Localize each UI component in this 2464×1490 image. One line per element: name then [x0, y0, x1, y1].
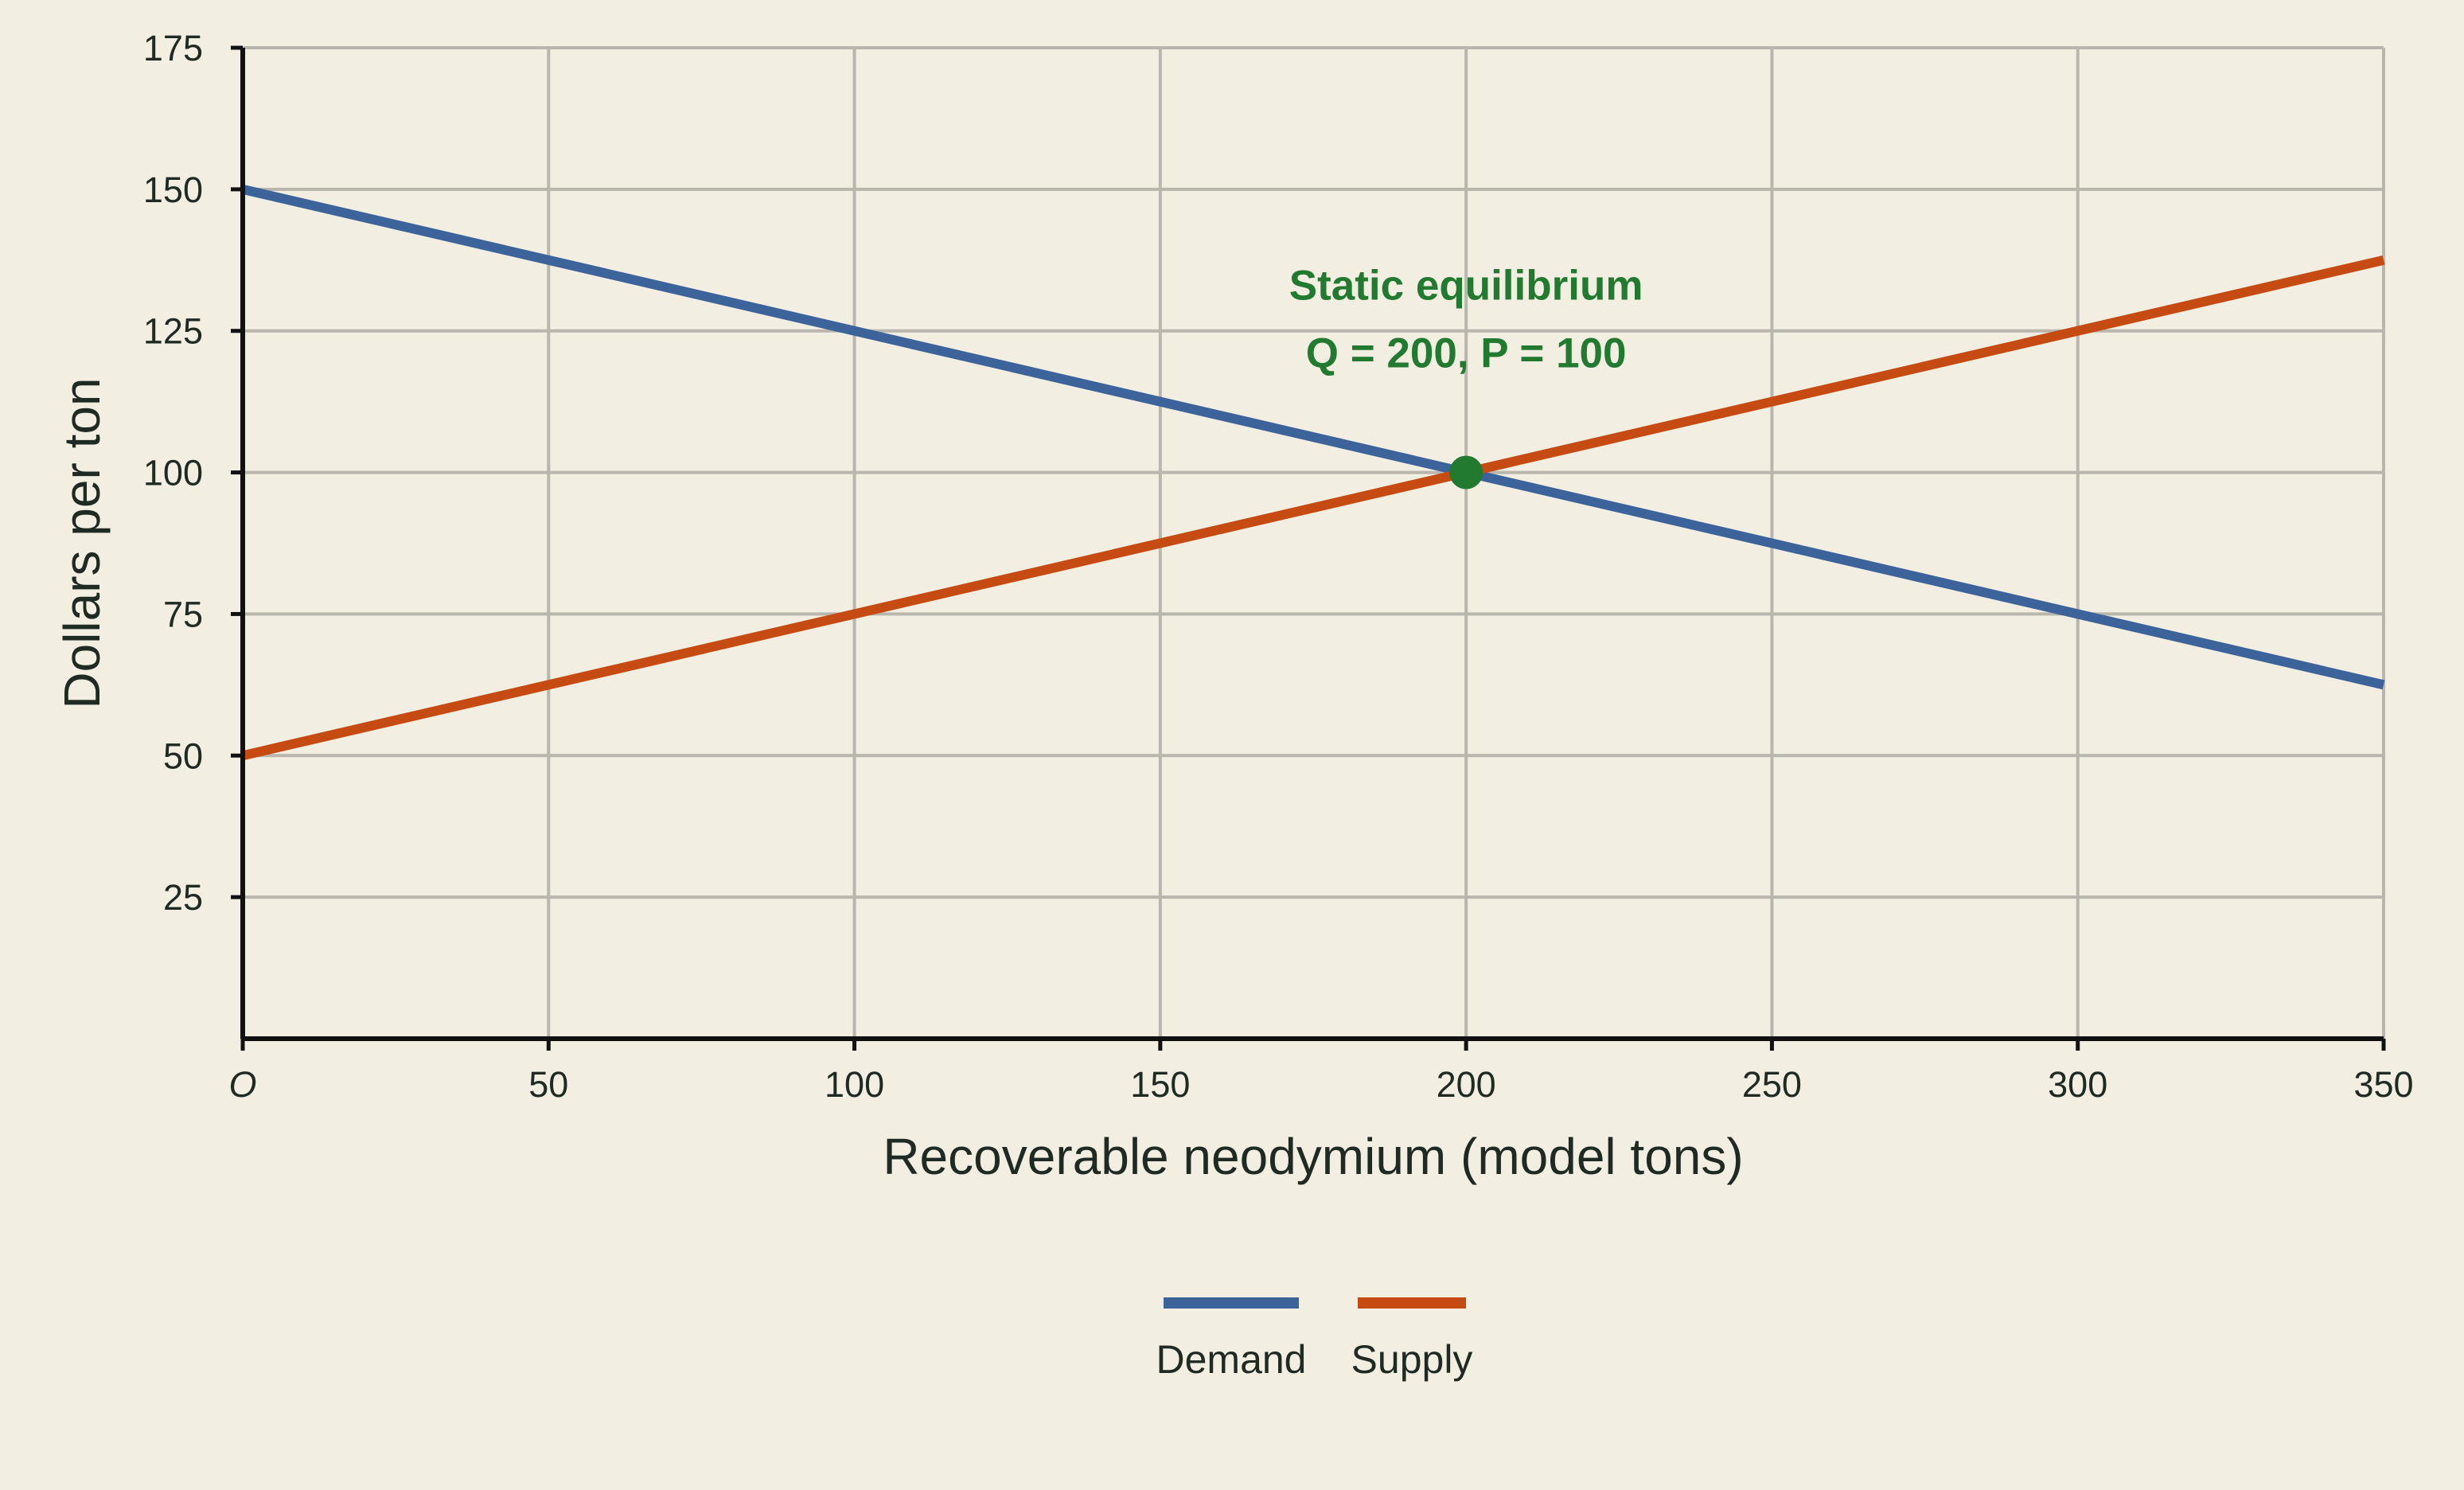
axes [240, 48, 2384, 1041]
demand-line [241, 185, 2385, 690]
equilibrium-point [1449, 455, 1483, 490]
x-tick-label: 50 [528, 1064, 568, 1105]
x-tick-label: 150 [1130, 1064, 1190, 1105]
x-tick-label: 300 [2048, 1064, 2107, 1105]
y-tick-label: 100 [143, 453, 203, 493]
annotation-title: Static equilibrium [1289, 263, 1643, 310]
x-tick-label: O [228, 1064, 256, 1105]
x-tick-label: 250 [1742, 1064, 1802, 1105]
y-axis-title: Dollars per ton [53, 377, 111, 708]
y-tick-label: 150 [143, 170, 203, 210]
y-tick-label: 125 [143, 311, 203, 352]
y-tick-label: 175 [143, 28, 203, 68]
legend-label-demand: Demand [1156, 1337, 1307, 1382]
y-tick-label: 25 [163, 877, 203, 918]
annotation-layer: Static equilibrium Q = 200, P = 100 [1289, 263, 1643, 490]
legend: Demand Supply [1156, 1297, 1473, 1382]
x-tick-label: 100 [825, 1064, 884, 1105]
supply-line [241, 255, 2385, 761]
tick-labels: O 50 100 150 200 250 300 350 25 50 75 100 125 150 175 [143, 28, 2414, 1105]
x-tick-label: 200 [1437, 1064, 1496, 1105]
annotation-values: Q = 200, P = 100 [1306, 330, 1627, 377]
x-axis-title: Recoverable neodymium (model tons) [883, 1128, 1743, 1185]
y-tick-label: 75 [163, 594, 203, 634]
series-layer [241, 185, 2385, 761]
legend-label-supply: Supply [1351, 1337, 1473, 1382]
y-tick-label: 50 [163, 735, 203, 776]
x-tick-label: 350 [2353, 1064, 2413, 1105]
